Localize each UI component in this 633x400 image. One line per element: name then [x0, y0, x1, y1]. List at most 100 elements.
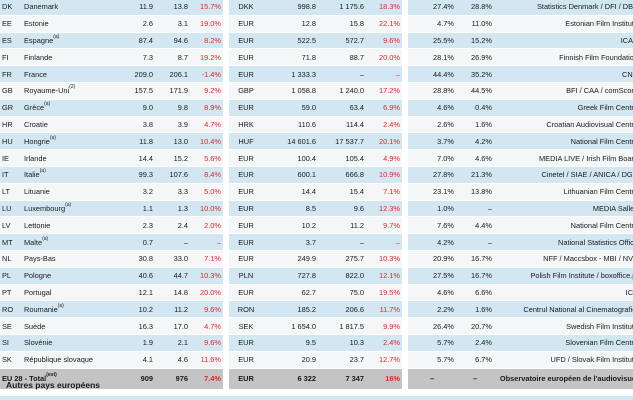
admissions-curr: 33.0: [155, 250, 190, 268]
currency: EUR: [229, 99, 263, 117]
admissions-change: 9.2%: [190, 82, 223, 100]
table-row: IT Italie(a) 99.3 107.6 8.4% EUR 600.1 666.8 10.…: [0, 166, 633, 184]
total-row: EU 28 - Total(est) 909 976 7.4% EUR 6 322 7 34…: [0, 368, 633, 390]
admissions-prev: 1.9: [120, 334, 155, 352]
box-office-change: 17.2%: [366, 82, 402, 100]
box-office-prev: 62.7: [263, 284, 318, 302]
share-1: 4.2%: [408, 233, 456, 251]
admissions-prev: 30.8: [120, 250, 155, 268]
box-office-prev: 3.7: [263, 233, 318, 251]
table-body: DK Danemark 11.9 13.8 15.7% DKK 998.8 1 175.6 18…: [0, 0, 633, 390]
country-name: Irlande: [22, 149, 120, 167]
column-gap: [402, 183, 408, 201]
total-admissions-change: 7.4%: [190, 368, 223, 390]
country-name: Finlande: [22, 48, 120, 67]
admissions-prev: 10.2: [120, 300, 155, 319]
admissions-prev: 2.6: [120, 15, 155, 33]
data-source: Croatian Audiovisual Centre: [494, 116, 633, 134]
box-office-prev: 1 654.0: [263, 317, 318, 335]
share-1: 7.0%: [408, 149, 456, 167]
box-office-prev: 1 058.8: [263, 82, 318, 100]
share-2: 20.7%: [456, 317, 494, 335]
admissions-prev: 14.4: [120, 149, 155, 167]
currency: DKK: [229, 0, 263, 16]
admissions-change: 4.7%: [190, 116, 223, 134]
admissions-curr: 9.8: [155, 99, 190, 117]
column-gap: [402, 284, 408, 302]
footnote-marker: (a): [39, 168, 46, 175]
column-gap: [223, 250, 229, 268]
country-name-text: République slovaque: [24, 355, 94, 365]
share-1: 23.1%: [408, 183, 456, 201]
column-gap: [223, 166, 229, 184]
country-name-text: Grèce: [24, 103, 45, 113]
currency: EUR: [229, 351, 263, 369]
share-2: 26.9%: [456, 48, 494, 67]
footnote-marker: (a): [53, 33, 60, 40]
column-gap: [223, 65, 229, 83]
box-office-prev: 110.6: [263, 116, 318, 134]
footnote-marker: (a): [65, 201, 72, 208]
share-2: 15.2%: [456, 32, 494, 50]
footnote-marker: (a): [57, 302, 64, 309]
country-name: Suède: [22, 317, 120, 335]
country-code: MT: [0, 233, 22, 251]
column-gap: [402, 65, 408, 83]
box-office-prev: 522.5: [263, 32, 318, 50]
total-box-office-change: 16%: [366, 368, 402, 390]
box-office-curr: 15.8: [318, 15, 366, 33]
country-code: IE: [0, 149, 22, 167]
column-gap: [223, 216, 229, 235]
column-gap: [402, 0, 408, 16]
table-row: SK République slovaque 4.1 4.6 11.6% EUR 20.9 2…: [0, 351, 633, 369]
box-office-curr: 572.7: [318, 32, 366, 50]
country-name: Hongrie(a): [22, 132, 120, 151]
box-office-curr: 1 817.5: [318, 317, 366, 335]
column-gap: [402, 250, 408, 268]
country-code: GB: [0, 82, 22, 100]
country-name-text: France: [24, 69, 48, 79]
country-code: GR: [0, 99, 22, 117]
data-source: NFF / Maccsbox - MBI / NVB: [494, 250, 633, 268]
currency: EUR: [229, 32, 263, 50]
table-row: PT Portugal 12.1 14.8 20.0% EUR 62.7 75.0 19.5% 4…: [0, 284, 633, 302]
data-source: Estonian Film Institute: [494, 15, 633, 33]
country-name-text: Estonie: [24, 19, 49, 29]
admissions-prev: 11.9: [120, 0, 155, 16]
admissions-curr: 3.3: [155, 183, 190, 201]
admissions-prev: 11.8: [120, 132, 155, 151]
column-gap: [402, 15, 408, 33]
country-name: République slovaque: [22, 351, 120, 369]
country-name: Malte(a): [22, 233, 120, 251]
data-source: ICAA: [494, 32, 633, 50]
box-office-curr: 15.4: [318, 183, 366, 201]
admissions-prev: 7.3: [120, 48, 155, 67]
share-1: 44.4%: [408, 65, 456, 83]
admissions-curr: 13.8: [155, 0, 190, 16]
share-1: 27.4%: [408, 0, 456, 16]
column-gap: [223, 334, 229, 352]
country-name: Espagne(a): [22, 32, 120, 50]
column-gap: [402, 267, 408, 285]
currency: EUR: [229, 65, 263, 83]
box-office-change: 2.4%: [366, 116, 402, 134]
total-label-text: EU 28 - Total: [2, 374, 47, 384]
total-share-2: –: [456, 368, 494, 390]
box-office-change: 2.4%: [366, 334, 402, 352]
share-2: 0.4%: [456, 99, 494, 117]
admissions-prev: 40.6: [120, 267, 155, 285]
box-office-prev: 1 333.3: [263, 65, 318, 83]
admissions-prev: 209.0: [120, 65, 155, 83]
data-source: Centrul National al Cinematografiei: [494, 300, 633, 319]
admissions-change: 10.4%: [190, 132, 223, 151]
column-gap: [223, 284, 229, 302]
column-gap: [402, 300, 408, 319]
next-table-header-strip: [0, 396, 633, 400]
box-office-prev: 100.4: [263, 149, 318, 167]
column-gap: [402, 149, 408, 167]
currency: EUR: [229, 183, 263, 201]
data-source: MEDIA LIVE / Irish Film Board: [494, 149, 633, 167]
admissions-curr: 17.0: [155, 317, 190, 335]
country-name: Italie(a): [22, 166, 120, 184]
table-row: HU Hongrie(a) 11.8 13.0 10.4% HUF 14 601.6 17 5…: [0, 132, 633, 151]
